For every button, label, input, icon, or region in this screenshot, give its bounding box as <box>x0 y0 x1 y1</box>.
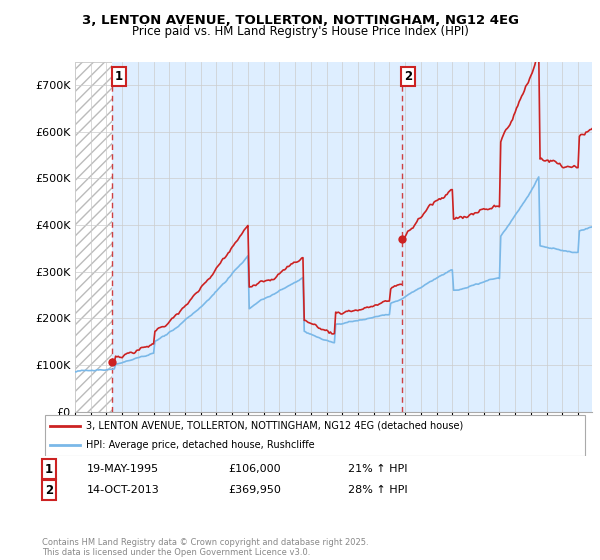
Text: £369,950: £369,950 <box>228 485 281 495</box>
Text: 3, LENTON AVENUE, TOLLERTON, NOTTINGHAM, NG12 4EG (detached house): 3, LENTON AVENUE, TOLLERTON, NOTTINGHAM,… <box>86 421 463 431</box>
Text: 28% ↑ HPI: 28% ↑ HPI <box>348 485 407 495</box>
Text: 3, LENTON AVENUE, TOLLERTON, NOTTINGHAM, NG12 4EG: 3, LENTON AVENUE, TOLLERTON, NOTTINGHAM,… <box>82 14 518 27</box>
FancyBboxPatch shape <box>45 416 585 456</box>
Text: Price paid vs. HM Land Registry's House Price Index (HPI): Price paid vs. HM Land Registry's House … <box>131 25 469 38</box>
Text: Contains HM Land Registry data © Crown copyright and database right 2025.
This d: Contains HM Land Registry data © Crown c… <box>42 538 368 557</box>
Text: 19-MAY-1995: 19-MAY-1995 <box>87 464 159 474</box>
Text: 2: 2 <box>45 483 53 497</box>
Text: 2: 2 <box>404 71 412 83</box>
Text: 1: 1 <box>115 71 123 83</box>
Text: 21% ↑ HPI: 21% ↑ HPI <box>348 464 407 474</box>
Text: HPI: Average price, detached house, Rushcliffe: HPI: Average price, detached house, Rush… <box>86 440 314 450</box>
Text: 1: 1 <box>45 463 53 476</box>
Bar <box>112 62 600 412</box>
Bar <box>75 62 112 412</box>
Text: 14-OCT-2013: 14-OCT-2013 <box>87 485 160 495</box>
Text: £106,000: £106,000 <box>228 464 281 474</box>
